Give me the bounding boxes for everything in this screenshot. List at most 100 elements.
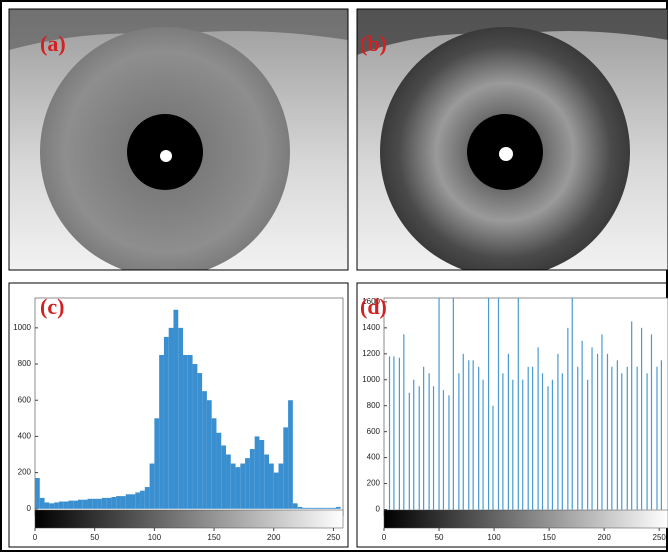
panel-label: (d) — [360, 294, 387, 319]
histogram-bar — [207, 400, 212, 509]
histogram-bar — [78, 500, 83, 509]
bar — [463, 354, 464, 510]
bar — [617, 360, 618, 509]
bar — [552, 380, 553, 510]
histogram-bar — [45, 502, 50, 508]
histogram-bar — [35, 478, 40, 509]
histogram-bar — [326, 508, 331, 509]
histogram-bar — [54, 502, 59, 508]
histogram-bar — [236, 467, 241, 509]
x-tick-label: 100 — [148, 533, 162, 542]
bar — [646, 373, 647, 509]
bar — [601, 334, 602, 509]
bar — [423, 367, 424, 510]
bar — [641, 328, 642, 510]
bar — [508, 354, 509, 510]
histogram-bar — [140, 491, 145, 509]
y-tick-label: 0 — [27, 504, 32, 513]
y-tick-label: 1000 — [362, 375, 380, 384]
bar — [627, 367, 628, 510]
histogram-bar — [259, 440, 264, 509]
histogram-bar — [135, 492, 140, 508]
bar — [453, 295, 454, 509]
histogram-bar — [40, 498, 45, 509]
histogram-bar — [216, 433, 221, 509]
histogram-bar — [73, 501, 78, 509]
histogram-bar — [283, 427, 288, 508]
y-tick-label: 600 — [18, 395, 32, 404]
histogram-bar — [240, 464, 245, 509]
bar — [473, 360, 474, 509]
figure: (a) (b) 02004006008001000050100150200250… — [0, 0, 668, 552]
bar — [478, 367, 479, 510]
y-tick-label: 600 — [367, 427, 381, 436]
bar — [547, 386, 548, 509]
y-tick-label: 1400 — [362, 323, 380, 332]
bar — [611, 367, 612, 510]
bar — [433, 386, 434, 509]
histogram-bar — [145, 487, 150, 509]
y-tick-label: 1000 — [13, 323, 31, 332]
bar — [438, 295, 439, 509]
histogram-bar — [317, 508, 322, 509]
bar — [542, 373, 543, 509]
histogram-bar — [293, 503, 298, 508]
histogram-bar — [202, 391, 207, 509]
histogram-bar — [188, 355, 193, 509]
bar — [532, 367, 533, 510]
bar — [651, 334, 652, 509]
histogram-bar — [226, 454, 231, 508]
bar — [429, 373, 430, 509]
bar — [637, 367, 638, 510]
histogram-bar — [68, 501, 73, 509]
bar — [393, 356, 394, 509]
bar — [488, 295, 489, 509]
histogram-bar — [322, 508, 327, 509]
histogram-bar — [107, 498, 112, 509]
x-tick-label: 200 — [267, 533, 281, 542]
bar — [661, 360, 662, 509]
bar — [591, 347, 592, 509]
histogram-bar — [59, 502, 64, 509]
y-tick-label: 800 — [18, 359, 32, 368]
bar — [587, 380, 588, 510]
histogram-bar — [178, 328, 183, 509]
histogram-bar — [164, 337, 169, 509]
y-tick-label: 400 — [367, 453, 381, 462]
histogram-bar — [88, 499, 93, 509]
x-tick-label: 250 — [653, 533, 667, 542]
histogram-bar — [64, 502, 69, 509]
bar — [443, 390, 444, 509]
plot-area — [384, 298, 668, 516]
histogram-bar — [92, 499, 97, 509]
histogram-bar — [279, 464, 284, 509]
bar — [448, 395, 449, 509]
bar — [413, 380, 414, 510]
bar — [557, 354, 558, 510]
panel-label: (c) — [40, 294, 64, 319]
x-tick-label: 150 — [207, 533, 221, 542]
bar — [403, 334, 404, 509]
bar — [631, 321, 632, 509]
histogram-bar — [250, 449, 255, 509]
histogram-bar — [49, 503, 54, 508]
histogram-bar — [255, 436, 260, 508]
bar — [502, 373, 503, 509]
bar — [389, 356, 390, 509]
histogram-bar — [169, 328, 174, 509]
histogram-bar — [197, 373, 202, 509]
bar — [419, 386, 420, 509]
bar — [498, 295, 499, 509]
bar — [399, 358, 400, 510]
histogram-bar — [83, 500, 88, 509]
histogram-bar — [245, 458, 250, 509]
bar — [492, 406, 493, 510]
bar — [458, 373, 459, 509]
histogram-bar — [264, 454, 269, 508]
bar — [656, 367, 657, 510]
bar — [518, 295, 519, 509]
histogram-bar — [121, 496, 126, 509]
histogram-bar — [150, 464, 155, 509]
panel-label: (a) — [40, 31, 66, 56]
histogram-bar — [126, 494, 131, 508]
